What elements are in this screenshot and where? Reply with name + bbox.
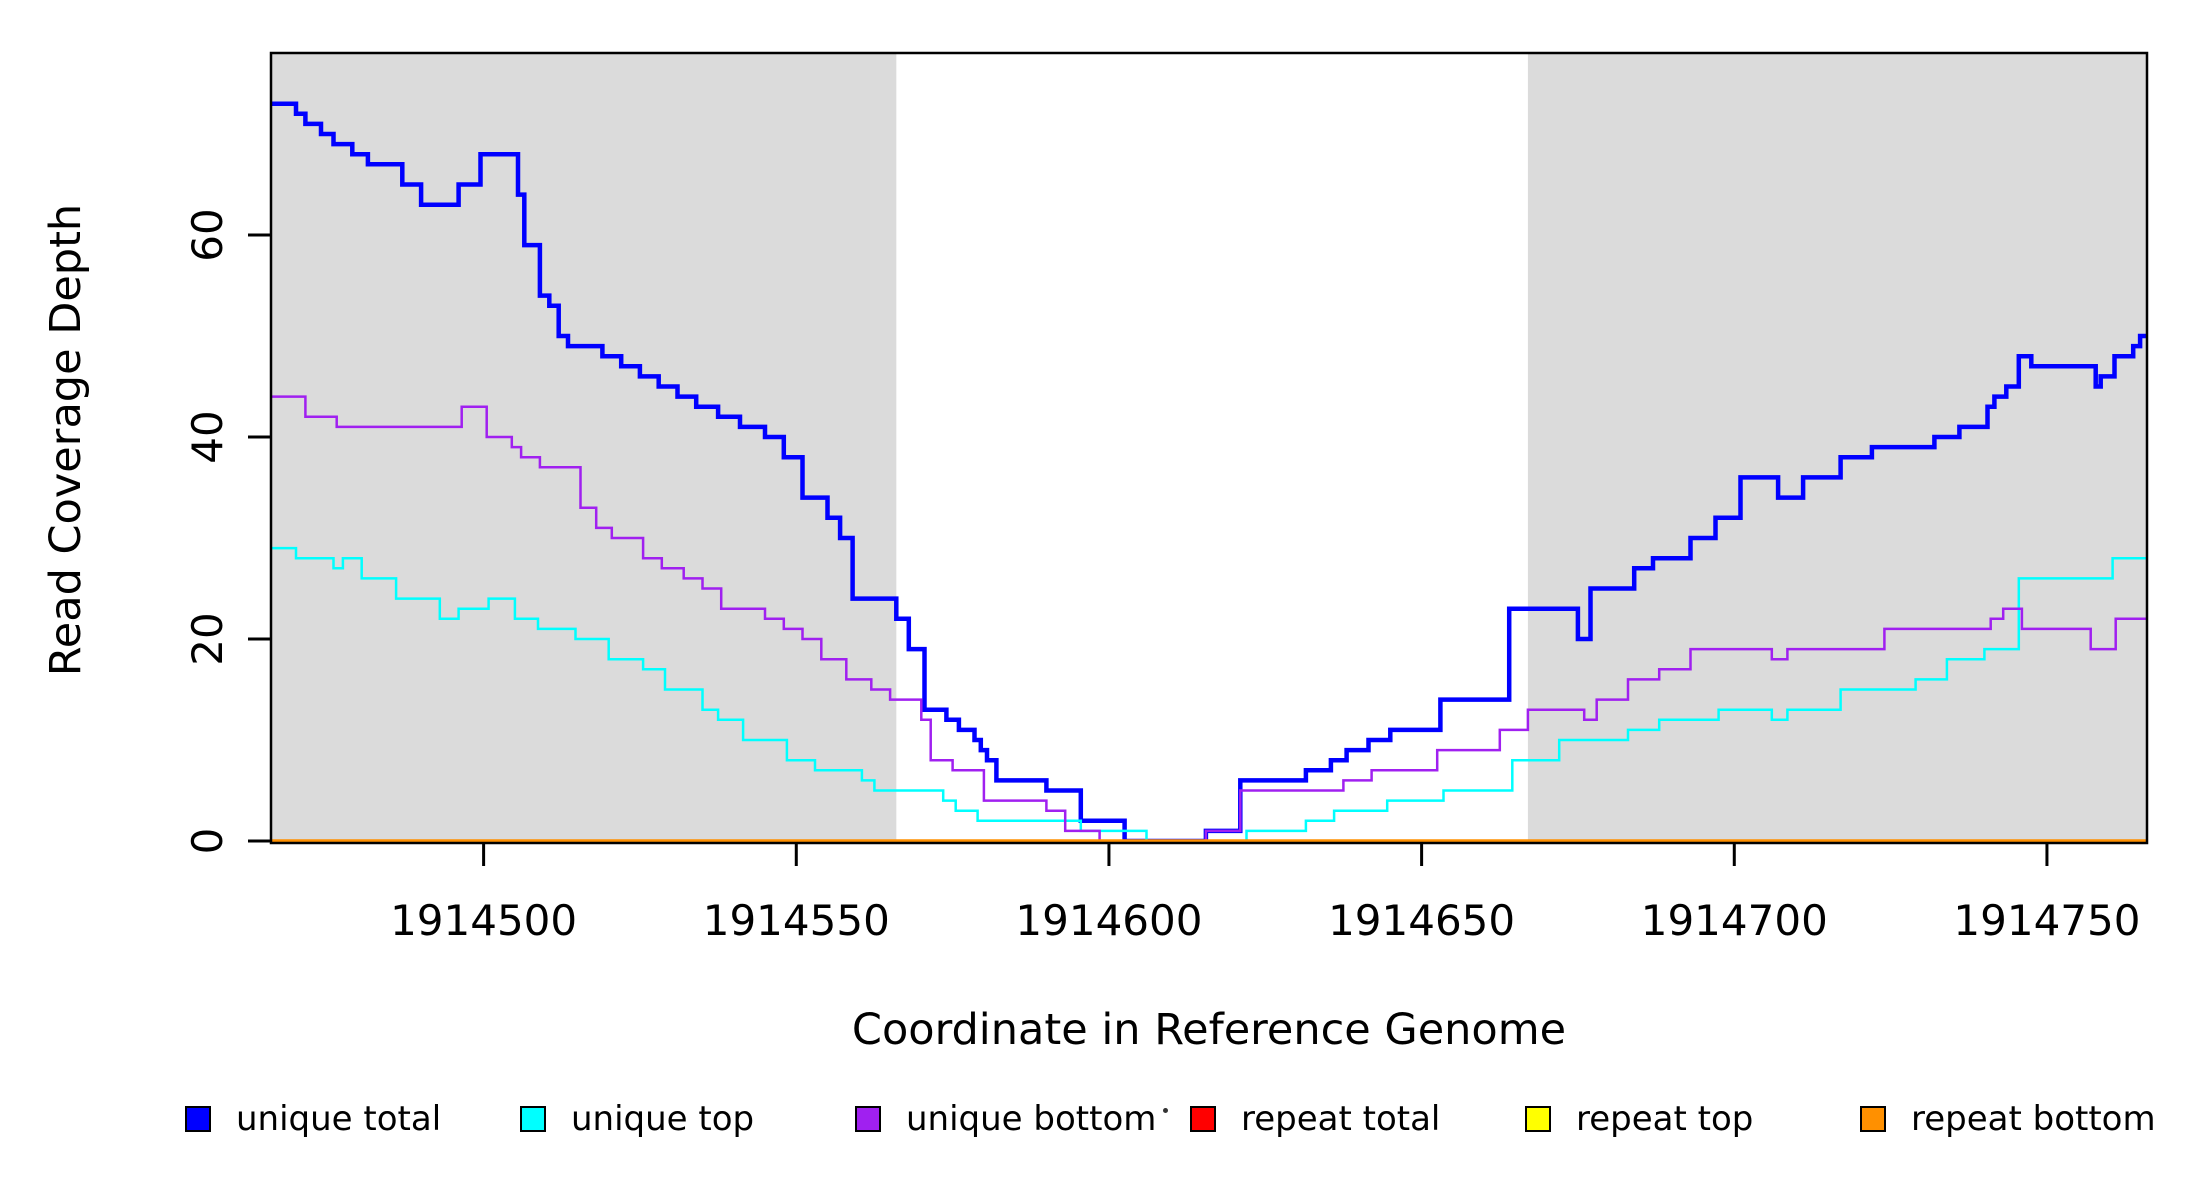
shaded-region-1: [1527, 53, 2147, 843]
stray-dot-artifact: [1163, 1108, 1168, 1113]
legend-swatch-repeat-bottom-icon: [1860, 1106, 1886, 1132]
y-axis-title: Read Coverage Depth: [41, 203, 91, 677]
legend-label-repeat-bottom: repeat bottom: [1911, 1099, 2156, 1139]
x-tick-label: 1914550: [703, 896, 890, 945]
series-line-unique-bottom: [271, 395, 2147, 843]
x-axis-title: Coordinate in Reference Genome: [851, 1005, 1567, 1055]
shaded-region-0: [271, 53, 897, 843]
y-tick-label: 40: [183, 410, 232, 463]
series-line-unique-top: [271, 546, 2147, 843]
x-tick-label: 1914600: [1015, 896, 1202, 945]
series-line-unique-total: [271, 101, 2147, 844]
y-tick-label: 20: [183, 612, 232, 665]
x-tick-label: 1914650: [1328, 896, 1515, 945]
legend-swatch-unique-total-icon: [185, 1106, 211, 1132]
y-tick-label: 0: [183, 828, 232, 855]
legend-swatch-repeat-total-icon: [1190, 1106, 1216, 1132]
x-tick-label: 1914500: [390, 896, 577, 945]
y-tick-label: 60: [183, 208, 232, 261]
legend-label-unique-top: unique top: [571, 1099, 755, 1139]
legend-swatch-unique-bottom-icon: [855, 1106, 881, 1132]
legend-swatch-unique-top-icon: [520, 1106, 546, 1132]
legend-label-repeat-total: repeat total: [1241, 1099, 1441, 1139]
legend-swatch-repeat-top-icon: [1525, 1106, 1551, 1132]
legend-label-repeat-top: repeat top: [1576, 1099, 1754, 1139]
plot-border: [269, 51, 2149, 845]
legend-label-unique-total: unique total: [236, 1099, 442, 1139]
legend-label-unique-bottom: unique bottom: [906, 1099, 1157, 1139]
x-tick-label: 1914750: [1953, 896, 2140, 945]
x-tick-label: 1914700: [1641, 896, 1828, 945]
